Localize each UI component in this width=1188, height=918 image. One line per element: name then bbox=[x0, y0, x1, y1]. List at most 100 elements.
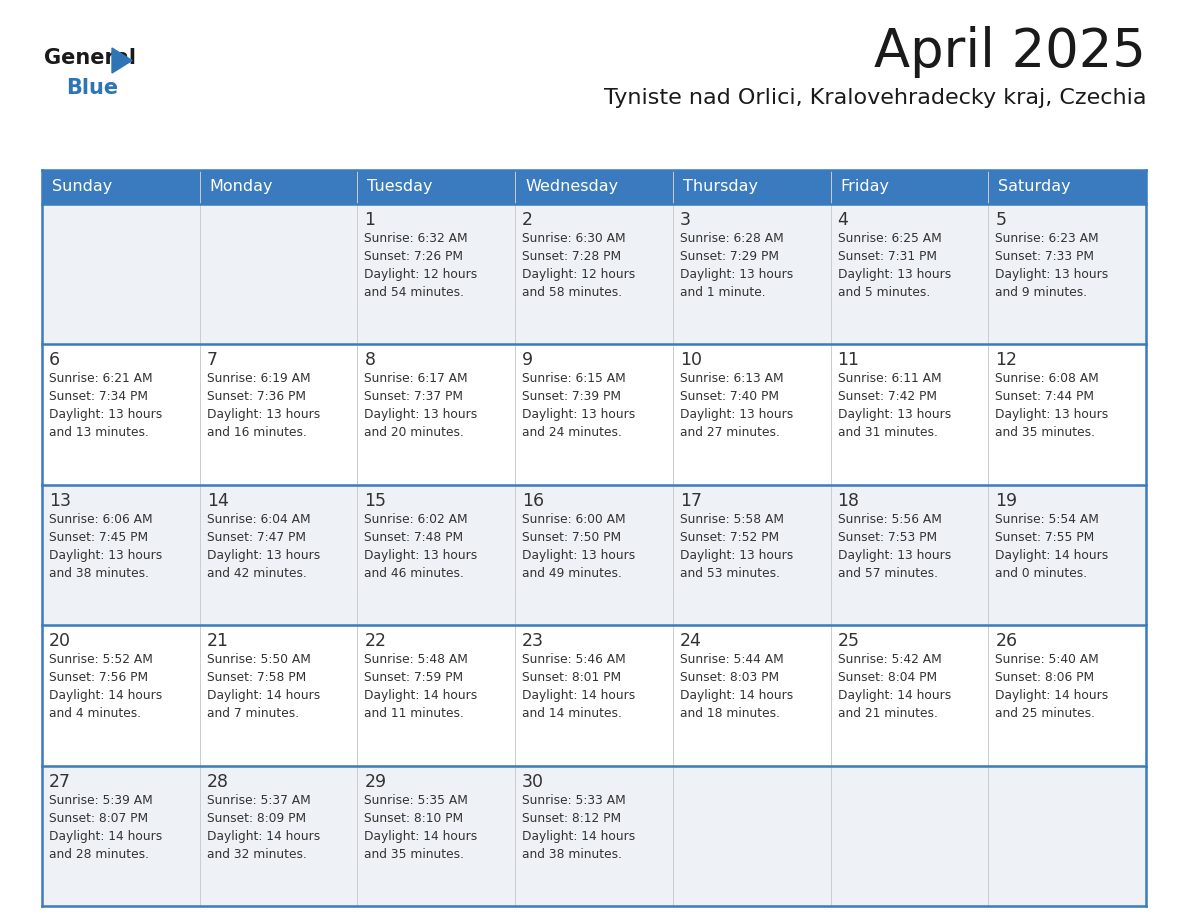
Text: Sunrise: 5:52 AM
Sunset: 7:56 PM
Daylight: 14 hours
and 4 minutes.: Sunrise: 5:52 AM Sunset: 7:56 PM Dayligh… bbox=[49, 654, 163, 721]
Bar bbox=[988, 625, 1146, 766]
Bar bbox=[672, 625, 830, 766]
Text: 30: 30 bbox=[523, 773, 544, 790]
Text: 17: 17 bbox=[680, 492, 702, 509]
Bar bbox=[358, 170, 516, 204]
Text: 22: 22 bbox=[365, 633, 386, 650]
Text: 3: 3 bbox=[680, 211, 691, 229]
Text: Sunrise: 6:06 AM
Sunset: 7:45 PM
Daylight: 13 hours
and 38 minutes.: Sunrise: 6:06 AM Sunset: 7:45 PM Dayligh… bbox=[49, 513, 163, 580]
Text: Sunrise: 5:54 AM
Sunset: 7:55 PM
Daylight: 14 hours
and 0 minutes.: Sunrise: 5:54 AM Sunset: 7:55 PM Dayligh… bbox=[996, 513, 1108, 580]
Bar bbox=[672, 204, 830, 344]
Bar bbox=[200, 204, 358, 344]
Text: Sunday: Sunday bbox=[52, 180, 112, 195]
Bar bbox=[358, 485, 516, 625]
Bar bbox=[516, 625, 672, 766]
Text: Sunrise: 5:37 AM
Sunset: 8:09 PM
Daylight: 14 hours
and 32 minutes.: Sunrise: 5:37 AM Sunset: 8:09 PM Dayligh… bbox=[207, 793, 320, 860]
Bar bbox=[42, 344, 200, 485]
Bar bbox=[42, 766, 200, 906]
Text: General: General bbox=[44, 48, 135, 68]
Text: Tuesday: Tuesday bbox=[367, 180, 432, 195]
Text: 10: 10 bbox=[680, 352, 702, 369]
Text: 2: 2 bbox=[523, 211, 533, 229]
Bar bbox=[358, 204, 516, 344]
Text: Sunrise: 6:13 AM
Sunset: 7:40 PM
Daylight: 13 hours
and 27 minutes.: Sunrise: 6:13 AM Sunset: 7:40 PM Dayligh… bbox=[680, 373, 794, 440]
Text: Sunrise: 6:02 AM
Sunset: 7:48 PM
Daylight: 13 hours
and 46 minutes.: Sunrise: 6:02 AM Sunset: 7:48 PM Dayligh… bbox=[365, 513, 478, 580]
Bar bbox=[830, 625, 988, 766]
Text: 6: 6 bbox=[49, 352, 61, 369]
Text: 14: 14 bbox=[207, 492, 228, 509]
Text: 8: 8 bbox=[365, 352, 375, 369]
Bar bbox=[358, 625, 516, 766]
Text: 27: 27 bbox=[49, 773, 71, 790]
Text: Sunrise: 6:28 AM
Sunset: 7:29 PM
Daylight: 13 hours
and 1 minute.: Sunrise: 6:28 AM Sunset: 7:29 PM Dayligh… bbox=[680, 232, 794, 299]
Text: 21: 21 bbox=[207, 633, 229, 650]
Text: Saturday: Saturday bbox=[998, 180, 1070, 195]
Bar bbox=[200, 485, 358, 625]
Bar bbox=[516, 344, 672, 485]
Bar bbox=[830, 766, 988, 906]
Bar bbox=[830, 344, 988, 485]
Bar bbox=[988, 485, 1146, 625]
Text: 24: 24 bbox=[680, 633, 702, 650]
Bar bbox=[358, 344, 516, 485]
Text: Sunrise: 6:17 AM
Sunset: 7:37 PM
Daylight: 13 hours
and 20 minutes.: Sunrise: 6:17 AM Sunset: 7:37 PM Dayligh… bbox=[365, 373, 478, 440]
Text: Thursday: Thursday bbox=[683, 180, 758, 195]
Bar bbox=[516, 485, 672, 625]
Bar bbox=[42, 170, 200, 204]
Text: Sunrise: 6:25 AM
Sunset: 7:31 PM
Daylight: 13 hours
and 5 minutes.: Sunrise: 6:25 AM Sunset: 7:31 PM Dayligh… bbox=[838, 232, 950, 299]
Bar bbox=[830, 485, 988, 625]
Text: Sunrise: 5:39 AM
Sunset: 8:07 PM
Daylight: 14 hours
and 28 minutes.: Sunrise: 5:39 AM Sunset: 8:07 PM Dayligh… bbox=[49, 793, 163, 860]
Bar bbox=[988, 766, 1146, 906]
Text: Monday: Monday bbox=[210, 180, 273, 195]
Text: 28: 28 bbox=[207, 773, 229, 790]
Text: 15: 15 bbox=[365, 492, 386, 509]
Bar bbox=[516, 170, 672, 204]
Bar bbox=[358, 766, 516, 906]
Text: Sunrise: 5:50 AM
Sunset: 7:58 PM
Daylight: 14 hours
and 7 minutes.: Sunrise: 5:50 AM Sunset: 7:58 PM Dayligh… bbox=[207, 654, 320, 721]
Text: Sunrise: 6:19 AM
Sunset: 7:36 PM
Daylight: 13 hours
and 16 minutes.: Sunrise: 6:19 AM Sunset: 7:36 PM Dayligh… bbox=[207, 373, 320, 440]
Bar bbox=[516, 766, 672, 906]
Text: Friday: Friday bbox=[841, 180, 890, 195]
Bar bbox=[200, 170, 358, 204]
Text: Blue: Blue bbox=[67, 78, 118, 98]
Bar bbox=[42, 625, 200, 766]
Text: Sunrise: 6:23 AM
Sunset: 7:33 PM
Daylight: 13 hours
and 9 minutes.: Sunrise: 6:23 AM Sunset: 7:33 PM Dayligh… bbox=[996, 232, 1108, 299]
Bar bbox=[672, 485, 830, 625]
Text: 1: 1 bbox=[365, 211, 375, 229]
Bar bbox=[830, 170, 988, 204]
Polygon shape bbox=[112, 48, 132, 73]
Text: Sunrise: 5:56 AM
Sunset: 7:53 PM
Daylight: 13 hours
and 57 minutes.: Sunrise: 5:56 AM Sunset: 7:53 PM Dayligh… bbox=[838, 513, 950, 580]
Text: Tyniste nad Orlici, Kralovehradecky kraj, Czechia: Tyniste nad Orlici, Kralovehradecky kraj… bbox=[604, 88, 1146, 108]
Bar bbox=[988, 204, 1146, 344]
Text: 29: 29 bbox=[365, 773, 386, 790]
Text: April 2025: April 2025 bbox=[874, 26, 1146, 78]
Bar bbox=[200, 625, 358, 766]
Text: Sunrise: 6:32 AM
Sunset: 7:26 PM
Daylight: 12 hours
and 54 minutes.: Sunrise: 6:32 AM Sunset: 7:26 PM Dayligh… bbox=[365, 232, 478, 299]
Bar bbox=[988, 344, 1146, 485]
Text: Sunrise: 6:15 AM
Sunset: 7:39 PM
Daylight: 13 hours
and 24 minutes.: Sunrise: 6:15 AM Sunset: 7:39 PM Dayligh… bbox=[523, 373, 636, 440]
Text: 13: 13 bbox=[49, 492, 71, 509]
Text: Sunrise: 5:46 AM
Sunset: 8:01 PM
Daylight: 14 hours
and 14 minutes.: Sunrise: 5:46 AM Sunset: 8:01 PM Dayligh… bbox=[523, 654, 636, 721]
Text: Wednesday: Wednesday bbox=[525, 180, 618, 195]
Text: 7: 7 bbox=[207, 352, 217, 369]
Bar bbox=[516, 204, 672, 344]
Text: 18: 18 bbox=[838, 492, 860, 509]
Text: 26: 26 bbox=[996, 633, 1017, 650]
Text: Sunrise: 6:30 AM
Sunset: 7:28 PM
Daylight: 12 hours
and 58 minutes.: Sunrise: 6:30 AM Sunset: 7:28 PM Dayligh… bbox=[523, 232, 636, 299]
Bar bbox=[830, 204, 988, 344]
Text: Sunrise: 5:40 AM
Sunset: 8:06 PM
Daylight: 14 hours
and 25 minutes.: Sunrise: 5:40 AM Sunset: 8:06 PM Dayligh… bbox=[996, 654, 1108, 721]
Text: 12: 12 bbox=[996, 352, 1017, 369]
Text: 25: 25 bbox=[838, 633, 860, 650]
Text: Sunrise: 6:04 AM
Sunset: 7:47 PM
Daylight: 13 hours
and 42 minutes.: Sunrise: 6:04 AM Sunset: 7:47 PM Dayligh… bbox=[207, 513, 320, 580]
Text: 23: 23 bbox=[523, 633, 544, 650]
Bar bbox=[42, 485, 200, 625]
Text: Sunrise: 5:35 AM
Sunset: 8:10 PM
Daylight: 14 hours
and 35 minutes.: Sunrise: 5:35 AM Sunset: 8:10 PM Dayligh… bbox=[365, 793, 478, 860]
Text: Sunrise: 6:11 AM
Sunset: 7:42 PM
Daylight: 13 hours
and 31 minutes.: Sunrise: 6:11 AM Sunset: 7:42 PM Dayligh… bbox=[838, 373, 950, 440]
Bar bbox=[200, 344, 358, 485]
Text: 9: 9 bbox=[523, 352, 533, 369]
Bar bbox=[672, 170, 830, 204]
Text: Sunrise: 5:33 AM
Sunset: 8:12 PM
Daylight: 14 hours
and 38 minutes.: Sunrise: 5:33 AM Sunset: 8:12 PM Dayligh… bbox=[523, 793, 636, 860]
Text: 5: 5 bbox=[996, 211, 1006, 229]
Bar bbox=[42, 204, 200, 344]
Text: Sunrise: 5:42 AM
Sunset: 8:04 PM
Daylight: 14 hours
and 21 minutes.: Sunrise: 5:42 AM Sunset: 8:04 PM Dayligh… bbox=[838, 654, 950, 721]
Text: 19: 19 bbox=[996, 492, 1017, 509]
